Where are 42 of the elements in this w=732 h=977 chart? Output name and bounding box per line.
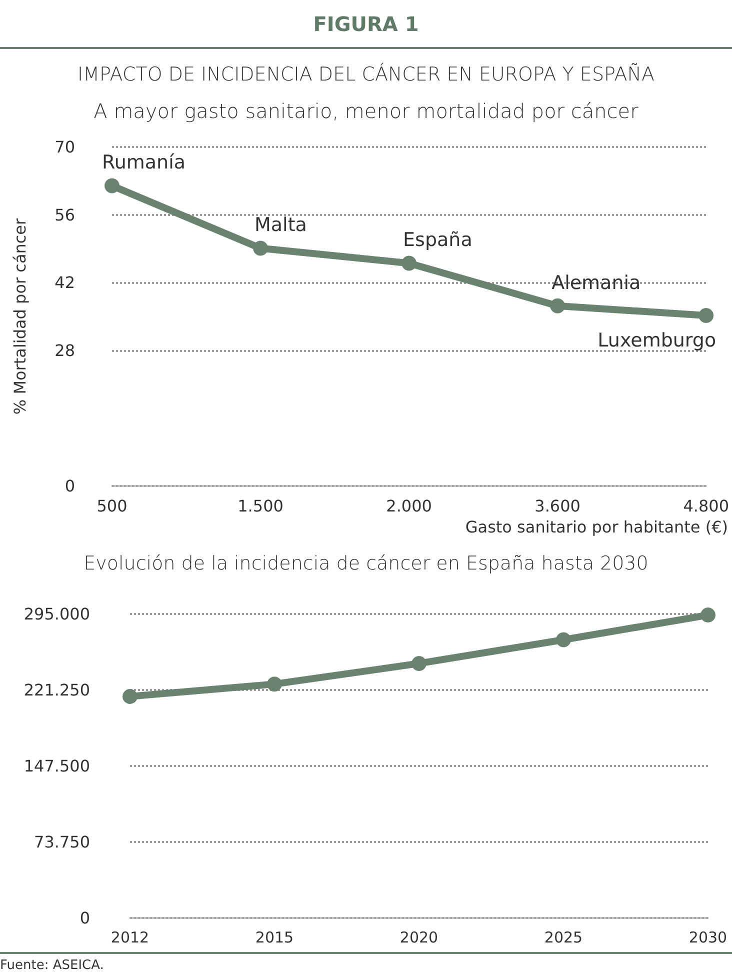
x-tick-label: 4.800: [683, 496, 730, 516]
x-tick-label: 2020: [400, 928, 438, 946]
y-tick-label: 70: [54, 138, 75, 156]
x-tick-label: 2030: [688, 928, 728, 946]
point: [700, 608, 716, 623]
point: [267, 676, 282, 692]
y-tick-label: 0: [64, 476, 75, 496]
chart-subtitle: A mayor gasto sanitario, menor mortalidad por cáncer: [94, 99, 640, 123]
annotation: Rumanía: [102, 152, 186, 174]
source-note: Fuente: ASEICA.: [0, 958, 104, 973]
chart-title: IMPACTO DE INCIDENCIA DEL CÁNCER EN EUROPA Y ESPAÑA: [78, 62, 654, 86]
x-axis-title: Gasto sanitario por habitante (€): [465, 518, 728, 536]
x-tick-label: 500: [96, 496, 128, 516]
y-tick-label: 73.750: [34, 832, 90, 852]
annotation: Alemania: [552, 272, 641, 294]
point: [412, 656, 426, 671]
chart-title: Evolución de la incidencia de cáncer en España hasta 2030: [84, 552, 648, 574]
y-tick-label: 147.500: [24, 756, 90, 776]
y-tick-label: 28: [54, 340, 75, 360]
y-tick-label: 221.250: [24, 680, 90, 700]
point: [104, 178, 120, 194]
x-tick-label: 2.000: [386, 496, 432, 516]
point: [698, 308, 714, 324]
x-tick-label: 3.600: [534, 496, 580, 516]
y-tick-label: 0: [80, 908, 90, 928]
text: FIGURA 1: [313, 12, 419, 36]
y-tick-label: 42: [54, 273, 75, 292]
x-tick-label: 2025: [544, 928, 583, 946]
annotation: Luxemburgo: [598, 330, 716, 352]
point: [122, 688, 138, 704]
x-tick-label: 2015: [255, 928, 294, 946]
point: [556, 632, 571, 648]
y-axis-title: % Mortalidad por cáncer: [10, 218, 30, 415]
point: [402, 256, 417, 271]
y-tick-label: 56: [54, 205, 75, 224]
point: [253, 240, 268, 256]
annotation: Malta: [254, 214, 307, 236]
annotation: España: [403, 229, 472, 252]
x-tick-label: 2012: [110, 928, 150, 946]
x-tick-label: 1.500: [238, 496, 284, 516]
point: [550, 298, 566, 314]
y-tick-label: 295.000: [24, 604, 90, 624]
